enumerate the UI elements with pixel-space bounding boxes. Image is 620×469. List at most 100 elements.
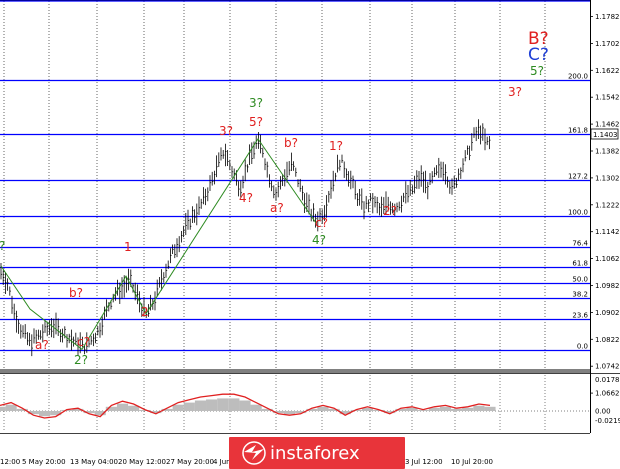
wave-label-18: B? [528,29,549,49]
oscillator-bar [116,403,129,411]
fib-label-8: 23.6 [572,312,588,320]
oscillator-bar [0,406,6,411]
oscillator-bar [361,407,374,411]
x-tick-label-2: 13 May 04:00 [70,458,118,466]
oscillator-histogram [0,398,496,417]
y-tick-label-2: 1.1622 [595,67,620,75]
wave-label-12: a? [270,201,284,215]
x-tick-label-7: 10 Jul 20:00 [451,458,493,466]
wave-label-5: 1 [124,240,132,254]
fib-label-5: 61.8 [572,260,588,268]
oscillator-bar [50,411,62,416]
y-tick-label-10: 1.0982 [595,282,620,290]
oscillator-bar [384,411,396,414]
oscillator-bar [473,405,485,411]
price-panel: 200.0 161.8 127.2 100.0 76.4 61.8 50.0 38.2 23.6… [0,0,620,433]
oscillator-bar [428,407,440,411]
oscillator-bar [306,408,318,411]
osc-tick-label-1: 0.00 [595,408,611,416]
oscillator-bar [350,409,362,411]
y-tick-label-0: 1.1782 [595,13,620,21]
osc-tick-label-0: 0.01782 [595,376,620,384]
x-tick-label-4: 27 May 20:00 [166,458,214,466]
wave-label-8: 4? [239,191,253,205]
x-tick-label-3: 20 May 12:00 [118,458,166,466]
current-price-label: 1.1403 [593,131,618,139]
wave-label-4: 2? [74,353,88,367]
oscillator-bar [328,408,340,411]
oscillator-line [0,393,491,419]
fib-label-4: 76.4 [572,240,588,248]
oscillator-bar [183,402,195,411]
wave-label-6: 2 [141,305,149,319]
y-tick-label-11: 1.0902 [595,309,620,317]
x-tick-label-6: 3 Jul 12:00 [405,458,443,466]
y-tick-label-5: 1.1382 [595,148,620,156]
oscillator-bar [283,411,296,415]
oscillator-bar [61,409,73,411]
oscillator-bar [462,407,474,411]
fib-label-6: 50.0 [572,276,588,284]
oscillator-bar [406,407,418,411]
instaforex-watermark: instaforex [229,437,405,469]
y-tick-label-14: 1.0662 [595,390,620,398]
oscillator-bar [250,404,262,411]
wave-label-16: 2? [383,204,397,218]
y-tick-label-9: 1.1062 [595,255,620,263]
wave-label-10: 3? [249,96,263,110]
y-tick-label-12: 1.0822 [595,336,620,344]
fib-label-1: 161.8 [568,127,588,135]
oscillator-panel: 0.01782 0.00-0.02198 [0,375,620,432]
oscillator-bar [206,399,218,411]
wave-label-20: 5? [530,64,544,78]
oscillator-bar [72,408,84,411]
oscillator-bar [395,408,407,411]
oscillator-bar [484,406,496,411]
panel-separator [0,369,590,373]
y-tick-label-13: 1.0742 [595,363,620,371]
wave-line-0 [0,137,317,351]
wave-label-2: b? [69,286,83,300]
wave-label-14: 4? [312,233,326,247]
oscillator-bar [217,398,229,411]
oscillator-bar [128,405,140,411]
oscillator-bar [83,411,95,414]
wave-label-17: 3? [508,85,522,99]
wave-lines [0,137,317,351]
oscillator-bar [239,400,251,411]
oscillator-bar [27,411,39,415]
watermark-background [229,437,405,469]
oscillator-bar [194,400,207,411]
x-tick-label-1: 5 May 20:00 [22,458,66,466]
wave-label-3: c? [77,335,90,349]
y-tick-label-7: 1.1222 [595,201,620,209]
oscillator-bar [16,408,28,411]
oscillator-bar [105,406,117,411]
oscillator-bar [417,409,429,411]
wave-labels: ?a?b?c?2?123?4?5?3?b?a?c?4?1?2?3?B?C?5? [0,29,549,367]
oscillator-axis-ticks: 0.01782 0.00-0.02198 [595,376,620,425]
watermark-text: instaforex [270,443,360,464]
y-tick-label-1: 1.1702 [595,40,620,48]
wave-label-9: 5? [249,115,263,129]
oscillator-bar [5,404,17,411]
wave-label-0: ? [0,239,5,253]
oscillator-bar [339,411,351,415]
wave-label-7: 3? [219,124,233,138]
oscillator-bar [38,411,51,417]
wave-label-15: 1? [329,139,343,153]
current-price-box [590,128,619,140]
oscillator-bar [228,398,240,411]
wave-label-1: a? [35,338,49,352]
oscillator-bar [150,411,162,414]
oscillator-bar [373,409,385,411]
wave-label-11: b? [284,136,298,150]
y-tick-label-8: 1.1142 [595,228,620,236]
price-bars [0,119,491,357]
oscillator-bar [94,411,106,416]
fib-label-2: 127.2 [568,173,588,181]
fib-label-3: 100.0 [568,209,588,217]
oscillator-bar [317,406,329,411]
